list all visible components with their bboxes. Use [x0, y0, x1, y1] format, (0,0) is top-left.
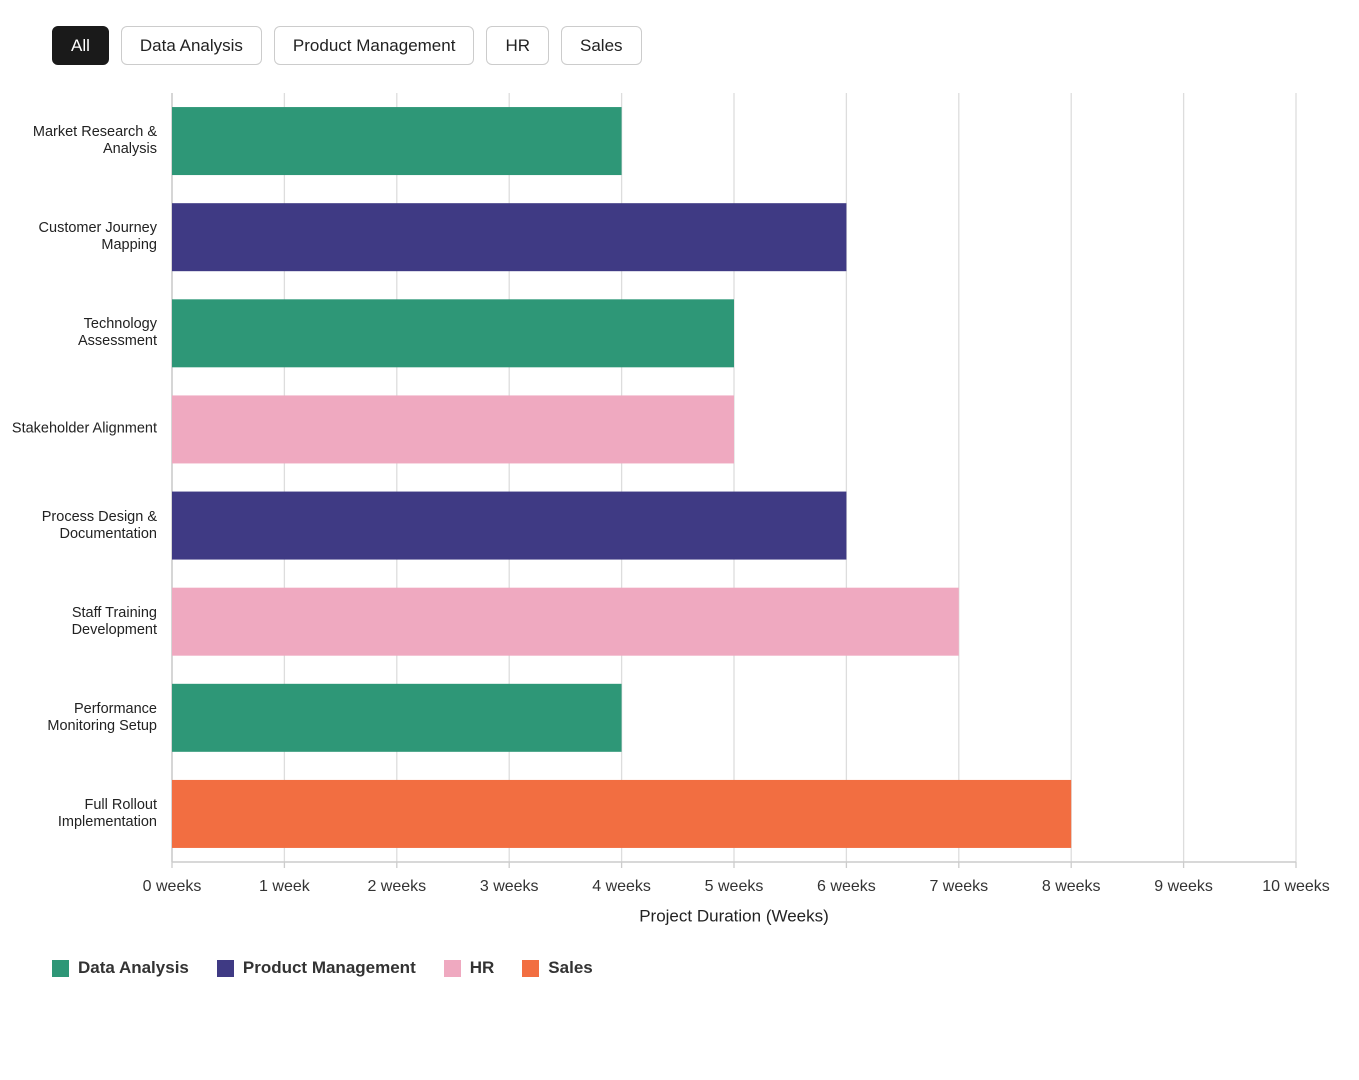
bar: [172, 107, 622, 176]
legend-item: Sales: [522, 958, 593, 978]
category-label: Customer Journey Mapping: [38, 220, 157, 254]
x-tick-label: 6 weeks: [817, 878, 876, 895]
filter-button[interactable]: Sales: [561, 26, 642, 65]
bar: [172, 587, 959, 656]
x-tick-label: 0 weeks: [143, 878, 202, 895]
x-tick-label: 1 week: [259, 878, 311, 895]
x-tick-label: 8 weeks: [1042, 878, 1101, 895]
legend-swatch: [216, 959, 234, 977]
legend-label: HR: [469, 958, 495, 977]
x-tick-label: 10 weeks: [1262, 878, 1330, 895]
bar: [172, 491, 847, 560]
filter-button[interactable]: Product Management: [273, 26, 475, 65]
category-label: Staff Training Development: [71, 604, 157, 638]
x-tick-label: 4 weeks: [592, 878, 651, 895]
category-label: Market Research & Analysis: [32, 124, 157, 158]
x-tick-label: 5 weeks: [705, 878, 764, 895]
x-tick-label: 7 weeks: [929, 878, 988, 895]
bar: [172, 779, 1072, 848]
filter-button[interactable]: Data Analysis: [120, 26, 262, 65]
legend-swatch: [52, 959, 69, 977]
legend-label: Data Analysis: [78, 958, 189, 977]
legend-label: Sales: [548, 958, 593, 977]
legend-item: Product Management: [216, 958, 416, 978]
x-tick-label: 2 weeks: [367, 878, 426, 895]
legend-swatch: [443, 959, 461, 977]
legend: Data Analysis Product Management HR Sales: [52, 958, 593, 978]
filter-button[interactable]: HR: [486, 26, 550, 65]
legend-item: Data Analysis: [52, 958, 189, 978]
filter-button[interactable]: All: [52, 26, 109, 65]
x-tick-label: 3 weeks: [480, 878, 539, 895]
legend-label: Product Management: [242, 958, 416, 977]
category-label: Process Design & Documentation: [41, 508, 157, 542]
legend-item: HR: [443, 958, 495, 978]
category-label: Performance Monitoring Setup: [47, 700, 157, 734]
bar: [172, 203, 847, 272]
filter-bar: All Data Analysis Product Management HR Sale…: [52, 26, 642, 65]
bar: [172, 683, 622, 752]
category-label: Full Rollout Implementation: [57, 796, 157, 830]
x-axis-title: Project Duration (Weeks): [639, 906, 829, 925]
category-label: Stakeholder Alignment: [11, 420, 157, 437]
bar: [172, 299, 734, 368]
chart: Project Duration (Weeks) 0 weeks 1 week 2 …: [143, 93, 1330, 925]
category-label: Technology Assessment: [78, 316, 157, 350]
x-tick-label: 9 weeks: [1154, 878, 1213, 895]
legend-swatch: [522, 959, 540, 977]
bar: [172, 395, 734, 464]
